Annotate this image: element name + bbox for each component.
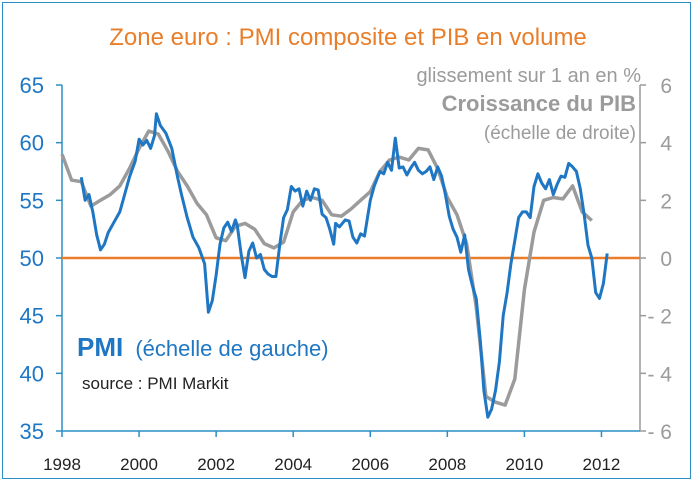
left-tick-label: 45 (20, 304, 44, 329)
right-tick-label: - 6 (647, 421, 672, 444)
left-tick-label: 65 (20, 73, 44, 98)
right-tick-label: 0 (660, 248, 672, 271)
x-tick-label: 1998 (43, 455, 81, 474)
pmi-legend-note: (échelle de gauche) (135, 336, 328, 361)
right-tick-label: - 4 (647, 363, 672, 386)
x-tick-label: 2006 (351, 455, 389, 474)
left-axis-ticks: 35 40 45 50 55 60 65 (20, 73, 62, 444)
right-axis-ticks: - 6 - 4 - 2 0 2 4 6 (640, 75, 672, 444)
gdp-growth-line (60, 129, 593, 407)
chart-frame (2, 2, 691, 479)
left-tick-label: 60 (20, 131, 44, 156)
left-tick-label: 40 (20, 361, 44, 386)
pmi-legend-label: PMI (77, 332, 123, 362)
right-tick-label: 6 (660, 75, 672, 98)
right-tick-label: 4 (660, 133, 672, 156)
x-tick-label: 2004 (274, 455, 312, 474)
x-tick-label: 2012 (583, 455, 621, 474)
x-tick-label: 2002 (197, 455, 235, 474)
x-tick-label: 2008 (428, 455, 466, 474)
pmi-line (79, 112, 609, 419)
x-tick-label: 2010 (505, 455, 543, 474)
gdp-legend-note: (échelle de droite) (484, 123, 636, 144)
right-tick-label: 2 (660, 190, 672, 213)
left-tick-label: 50 (20, 246, 44, 271)
gdp-legend-label: Croissance du PIB (442, 91, 636, 116)
right-tick-label: - 2 (647, 306, 672, 329)
source-note: source : PMI Markit (82, 374, 229, 393)
x-tick-label: 2000 (120, 455, 158, 474)
x-axis-ticks: 1998 2000 2002 2004 2006 2008 2010 2012 (43, 431, 620, 474)
pmi-legend: PMI (échelle de gauche) (77, 332, 329, 362)
left-tick-label: 35 (20, 419, 44, 444)
left-tick-label: 55 (20, 188, 44, 213)
right-axis-unit: glissement sur 1 an en % (416, 65, 641, 87)
chart-title: Zone euro : PMI composite et PIB en volu… (109, 24, 587, 51)
